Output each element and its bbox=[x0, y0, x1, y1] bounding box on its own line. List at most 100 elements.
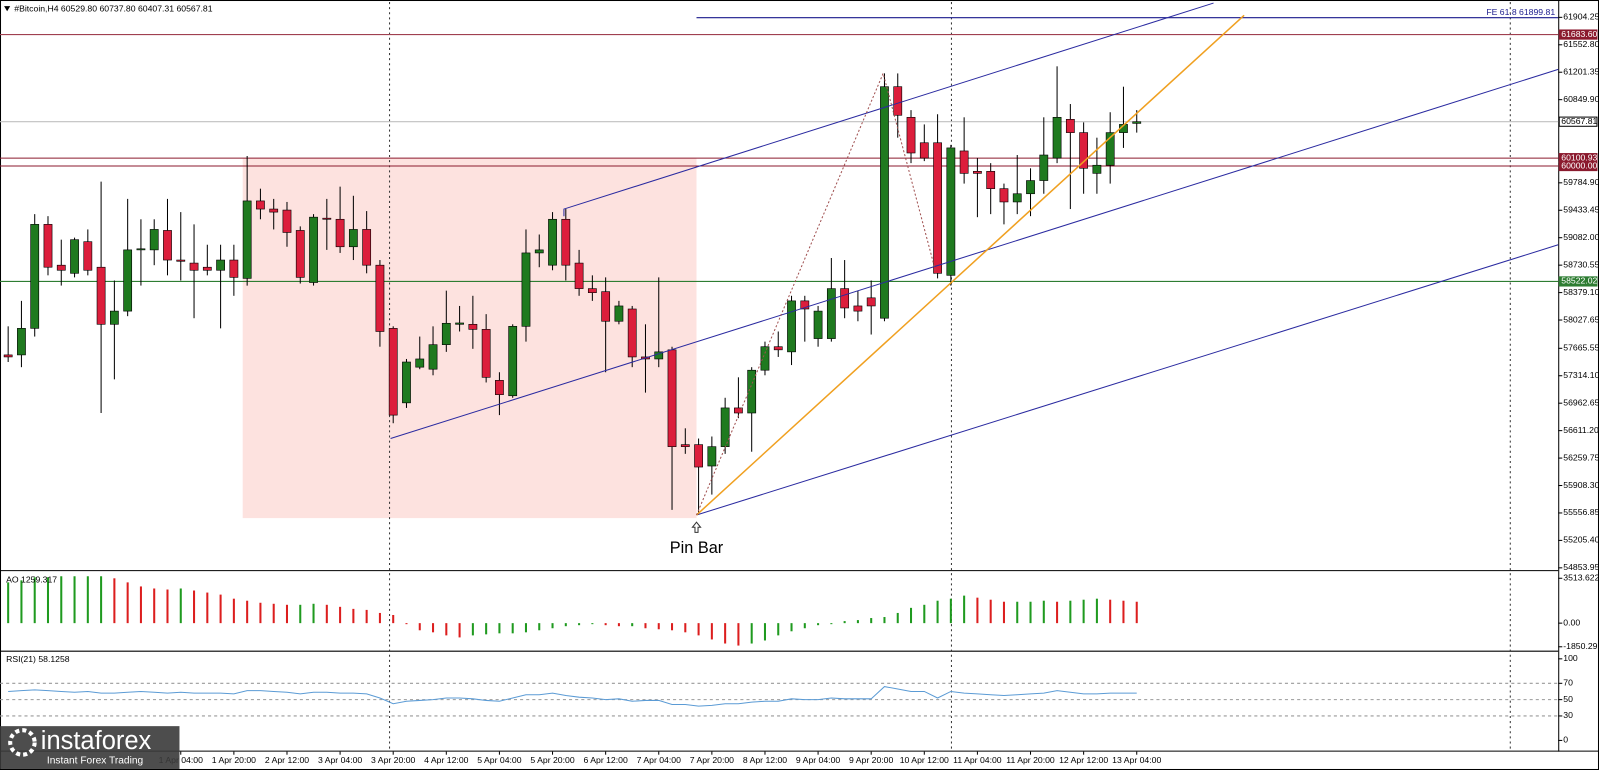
y-tick-label: 0 bbox=[1563, 735, 1568, 745]
ao-bar bbox=[511, 623, 514, 634]
ao-bar bbox=[7, 582, 10, 624]
candle-body bbox=[534, 249, 544, 254]
ao-bar bbox=[60, 576, 63, 624]
ao-bar bbox=[949, 598, 952, 624]
ao-bar bbox=[524, 623, 527, 633]
candle-body bbox=[362, 229, 372, 266]
y-tick-label: 61201.35 bbox=[1563, 67, 1599, 77]
ao-bar bbox=[498, 623, 501, 634]
candle-body bbox=[43, 224, 53, 268]
candle-body bbox=[163, 230, 172, 261]
ao-bar bbox=[843, 621, 846, 624]
candle-body bbox=[83, 241, 93, 271]
price-tag bbox=[1558, 116, 1598, 127]
ao-bar bbox=[1016, 601, 1019, 624]
ao-bar bbox=[976, 597, 979, 624]
ao-bar bbox=[46, 577, 50, 624]
ao-bar bbox=[710, 623, 713, 640]
price-tag bbox=[1558, 160, 1598, 172]
candle-body bbox=[455, 322, 464, 325]
candle-body bbox=[30, 224, 40, 329]
candle-body bbox=[853, 305, 863, 312]
zone bbox=[242, 158, 697, 519]
ao-bar bbox=[564, 623, 567, 627]
ao-bar bbox=[179, 588, 182, 624]
x-tick-label: 7 Apr 04:00 bbox=[637, 755, 681, 765]
ao-bar bbox=[405, 623, 408, 625]
ao-bar bbox=[272, 603, 275, 624]
candle-body bbox=[813, 310, 823, 339]
y-tick-label: 59433.45 bbox=[1563, 205, 1599, 215]
candle-body bbox=[561, 218, 571, 266]
logo-name: instaforex bbox=[41, 727, 152, 755]
candle-body bbox=[574, 262, 584, 289]
candle-body bbox=[481, 329, 491, 378]
candle-body bbox=[348, 229, 358, 248]
y-tick-label: -1850.291 bbox=[1563, 641, 1599, 651]
ao-bar bbox=[551, 623, 554, 629]
rsi-title: RSI(21) 58.1258 bbox=[6, 654, 70, 664]
candle-body bbox=[216, 259, 225, 271]
candle-body bbox=[893, 86, 903, 116]
ao-bar bbox=[73, 576, 76, 624]
price-tag-label: 58522.02 bbox=[1561, 276, 1597, 286]
ao-bar bbox=[20, 580, 23, 624]
y-tick-label: 57314.10 bbox=[1563, 370, 1599, 380]
candle-body bbox=[694, 444, 703, 468]
ao-bar bbox=[803, 623, 806, 629]
x-tick-label: 6 Apr 12:00 bbox=[584, 755, 628, 765]
candle-body bbox=[773, 346, 783, 351]
candle-body bbox=[123, 249, 133, 312]
candle-body bbox=[269, 208, 279, 213]
candle-body bbox=[826, 288, 836, 339]
candle-body bbox=[707, 446, 717, 467]
ao-bar bbox=[1122, 600, 1125, 624]
y-tick-label: 70 bbox=[1563, 678, 1573, 688]
candle-body bbox=[3, 354, 13, 358]
ao-bar bbox=[1056, 601, 1059, 624]
candle-body bbox=[880, 86, 889, 319]
candle-body bbox=[747, 369, 757, 414]
x-tick-label: 7 Apr 20:00 bbox=[690, 755, 734, 765]
candle-body bbox=[587, 288, 597, 293]
menu-icon bbox=[4, 6, 11, 12]
ao-bar bbox=[232, 598, 235, 624]
ao-bar bbox=[989, 599, 992, 624]
channel-line bbox=[390, 68, 1559, 440]
ao-bar bbox=[445, 623, 448, 636]
y-tick-label: 0.00 bbox=[1563, 617, 1580, 627]
x-tick-label: 12 Apr 12:00 bbox=[1059, 755, 1108, 765]
ao-bar bbox=[206, 592, 209, 624]
y-tick-label: 56962.65 bbox=[1563, 397, 1599, 407]
candle-body bbox=[282, 209, 292, 233]
candle-body bbox=[388, 328, 398, 416]
ao-bar bbox=[883, 617, 886, 624]
drawings bbox=[390, 2, 1559, 533]
candle-body bbox=[840, 288, 850, 309]
trend-line bbox=[695, 14, 1245, 516]
candle-body bbox=[906, 116, 916, 154]
ao-bar bbox=[139, 586, 142, 624]
channel-line bbox=[696, 244, 1559, 516]
x-tick-label: 1 Apr 04:00 bbox=[159, 755, 203, 765]
ao-bar bbox=[458, 623, 461, 638]
ao-bar bbox=[418, 623, 421, 631]
ao-bar bbox=[737, 623, 740, 646]
ao-bar bbox=[365, 609, 368, 624]
candle-body bbox=[548, 218, 557, 266]
ao-bar bbox=[790, 623, 793, 632]
fibo-path bbox=[696, 71, 937, 516]
candle-body bbox=[760, 346, 770, 371]
y-tick-label: 56611.20 bbox=[1563, 425, 1599, 435]
candle-body bbox=[946, 147, 956, 276]
candle-body bbox=[933, 142, 942, 274]
ao-bar bbox=[285, 604, 289, 624]
ao-bar bbox=[1002, 601, 1005, 624]
candle-body bbox=[1039, 154, 1049, 181]
candle-body bbox=[614, 305, 624, 322]
y-tick-label: 55556.85 bbox=[1563, 507, 1599, 517]
ao-bar bbox=[963, 595, 966, 624]
y-tick-label: 3513.622 bbox=[1563, 573, 1599, 583]
candle-body bbox=[601, 291, 611, 322]
y-tick-label: 55205.40 bbox=[1563, 535, 1599, 545]
